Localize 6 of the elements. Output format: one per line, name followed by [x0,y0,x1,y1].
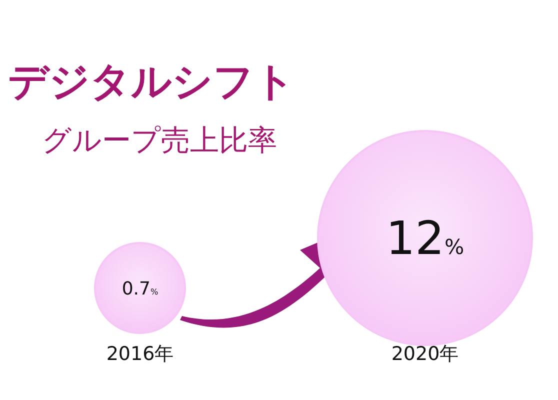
text: グループ売上比率 [42,123,277,157]
category-label: 2016年 [106,343,174,365]
text: デジタルシフト [8,59,295,105]
data-label: 12% [386,211,464,266]
category-label: 2020年 [391,343,459,365]
data-label: 0.7% [122,278,158,300]
